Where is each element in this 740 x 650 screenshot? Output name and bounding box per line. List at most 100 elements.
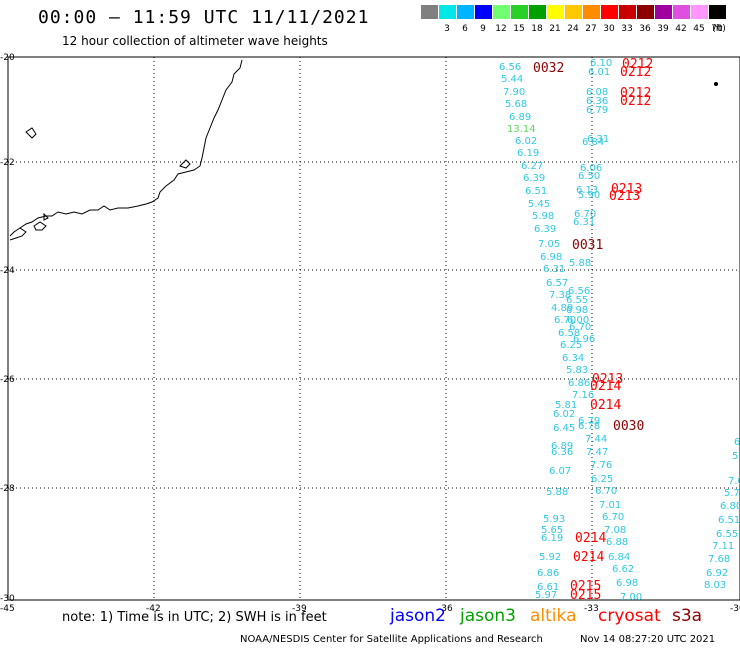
satellite-legend-item: s3a [672,606,703,626]
scale-swatch [511,5,528,19]
wave-height-value: 6 [734,437,740,448]
scale-swatch [439,5,456,19]
scale-swatch [493,5,510,19]
wave-height-value: 6.70 [569,322,591,333]
pass-time-tag: 0214 [573,550,604,565]
scale-tick-label: 18 [531,24,543,34]
pass-time-tag: 0215 [570,579,601,594]
wave-height-value: 7.00 [620,592,642,603]
scale-swatch [655,5,672,19]
longitude-label: -33 [584,604,599,614]
wave-height-value: 5.68 [505,99,527,110]
wave-height-value: 5.7 [724,488,740,499]
pass-time-tag: 0031 [572,238,603,253]
wave-height-value: 6.31 [543,264,565,275]
wave-height-value: 7.76 [590,460,612,471]
wave-height-value: 13.14 [507,124,536,135]
wave-height-value: 6.89 [509,112,531,123]
wave-height-value: 6.70 [602,512,624,523]
wave-height-value: 6.57 [546,278,568,289]
latitude-label: -24 [0,266,15,276]
scale-tick-label: 3 [444,24,450,34]
wave-height-value: 6.02 [553,409,575,420]
wave-height-value: 6.84 [608,552,630,563]
generated-timestamp: Nov 14 08:27:20 UTC 2021 [580,634,716,645]
scale-tick-label: 45 [693,24,705,34]
island-marker [714,82,718,86]
longitude-label: -36 [438,604,453,614]
wave-height-value: 7.68 [708,554,730,565]
wave-height-value: 6.98 [566,305,588,316]
wave-height-value: 6.96 [573,334,595,345]
wave-height-value: 6.07 [549,466,571,477]
pass-time-tag: 0212 [620,94,651,109]
wave-height-value: 7.47 [586,447,608,458]
latitude-label: -30 [0,594,15,604]
wave-height-value: 6.08 [586,87,608,98]
pass-time-tag: 0213 [611,182,642,197]
latitude-label: -28 [0,484,15,494]
wave-height-value: 6.34 [562,353,584,364]
wave-height-value: 7.90 [503,87,525,98]
wave-height-value: 6.50 [578,171,600,182]
wave-height-value: 5.45 [528,199,550,210]
pass-time-tag: 0213 [609,189,640,204]
wave-height-value: 6.84 [582,137,604,148]
wave-height-value: 5.44 [501,74,523,85]
scale-swatch [637,5,654,19]
wave-height-value: 5.93 [543,514,565,525]
pass-time-tag: 0212 [622,57,653,72]
scale-tick-label: 36 [639,24,651,34]
wave-height-value: 6.25 [591,474,613,485]
scale-swatch [583,5,600,19]
pass-time-tag: 0215 [570,588,601,603]
scale-tick-label: 6 [462,24,468,34]
scale-swatch [457,5,474,19]
latitude-label: -22 [0,158,15,168]
wave-height-value: 6.55 [716,529,738,540]
wave-height-value: 5.83 [566,365,588,376]
wave-height-value: 7.01 [599,500,621,511]
wave-height-value: 6.19 [541,533,563,544]
wave-height-value: 6.13 [576,185,598,196]
graticule: -45 -42 -39 -36 -33 -30 -20 -22 -24 -26 -28 -30 [0,53,740,614]
wave-height-value: 6.00 [567,315,589,326]
wave-height-value: 6.39 [534,224,556,235]
wave-height-value: 6.70 [574,209,596,220]
longitude-label: -42 [146,604,161,614]
satellite-legend-item: cryosat [598,606,661,626]
wave-height-value: 6.51 [718,515,740,526]
chart-title: 00:00 – 11:59 UTC 11/11/2021 [38,7,370,28]
pass-time-tag: 0213 [592,372,623,387]
wave-height-value: 6.98 [540,252,562,263]
satellite-legend-item: altika [530,606,577,626]
scale-tick-label: 70 [711,24,723,34]
wave-height-value: 5.98 [532,211,554,222]
wave-height-value: 5.65 [541,525,563,536]
wave-height-value: 4.89 [551,303,573,314]
pass-time-tag: 0212 [620,86,651,101]
scale-tick-label: 21 [549,24,561,34]
wave-height-value: 6.79 [586,105,608,116]
wave-height-value: 6.70 [595,486,617,497]
wave-height-value: 6.31 [587,134,609,145]
map-frame [7,56,740,601]
scale-tick-label: 12 [495,24,507,34]
wave-height-value: 5.88 [546,487,568,498]
wave-height-value: 7.08 [604,525,626,536]
chart-subtitle: 12 hour collection of altimeter wave hei… [62,34,328,48]
coastline [9,59,243,241]
scale-tick-label: 9 [480,24,486,34]
wave-height-value: 6.89 [551,441,573,452]
scale-swatch [709,5,726,19]
satellite-legend-item: jason3 [460,606,516,626]
wave-height-value: 6.78 [578,421,600,432]
longitude-label: -39 [292,604,307,614]
wave-height-value: 6.88 [606,537,628,548]
scale-tick-label: 15 [513,24,525,34]
credit-line: NOAA/NESDIS Center for Satellite Applica… [240,634,543,645]
wave-height-value: 8.03 [704,580,726,591]
wave-height-value: 6.56 [499,62,521,73]
latitude-label: -20 [0,53,15,63]
